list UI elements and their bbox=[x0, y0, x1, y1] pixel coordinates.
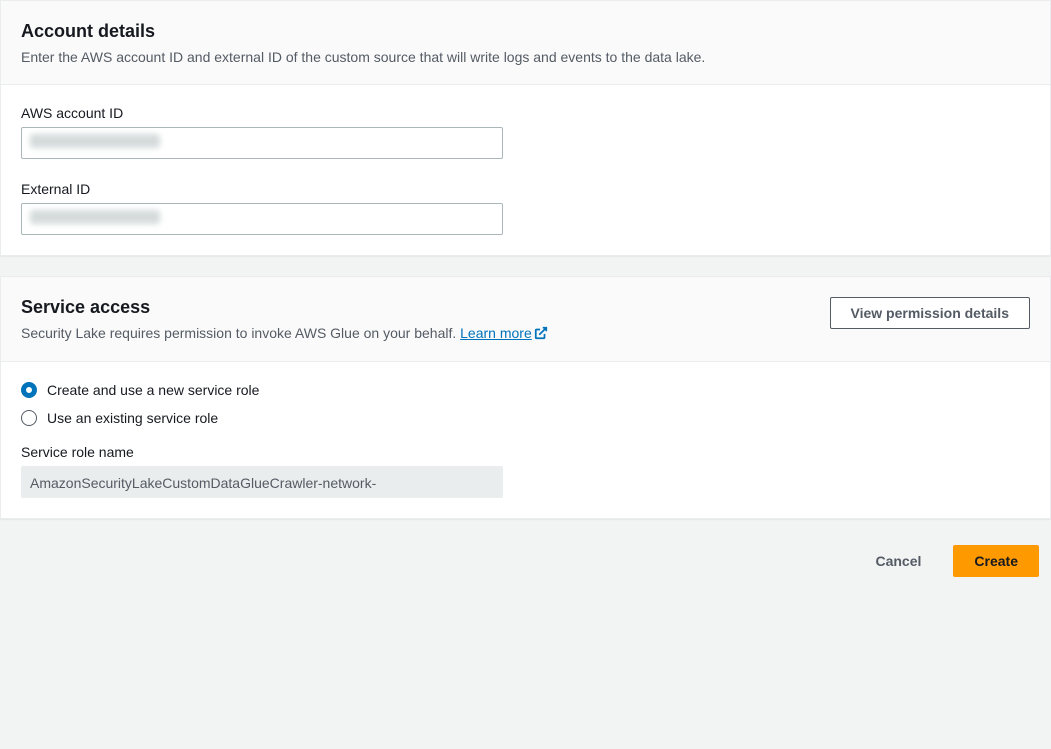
service-access-body: Create and use a new service role Use an… bbox=[1, 362, 1050, 518]
service-role-name-input: AmazonSecurityLakeCustomDataGlueCrawler-… bbox=[21, 466, 503, 498]
service-access-header: Service access Security Lake requires pe… bbox=[1, 277, 1050, 363]
redacted-value bbox=[30, 210, 160, 224]
account-details-panel: Account details Enter the AWS account ID… bbox=[0, 0, 1051, 256]
account-details-description: Enter the AWS account ID and external ID… bbox=[21, 48, 1030, 68]
aws-account-id-label: AWS account ID bbox=[21, 105, 1030, 121]
external-id-input[interactable] bbox=[21, 203, 503, 235]
radio-new-service-role[interactable]: Create and use a new service role bbox=[21, 382, 1030, 398]
radio-existing-input[interactable] bbox=[21, 410, 37, 426]
external-link-icon bbox=[534, 326, 548, 346]
account-details-body: AWS account ID External ID bbox=[1, 85, 1050, 255]
redacted-value bbox=[30, 134, 160, 148]
create-button[interactable]: Create bbox=[953, 545, 1039, 577]
service-role-radio-group: Create and use a new service role Use an… bbox=[21, 382, 1030, 426]
external-id-group: External ID bbox=[21, 181, 1030, 235]
account-details-title: Account details bbox=[21, 21, 1030, 42]
learn-more-link[interactable]: Learn more bbox=[460, 325, 548, 341]
service-access-description: Security Lake requires permission to inv… bbox=[21, 324, 830, 346]
cancel-button[interactable]: Cancel bbox=[855, 545, 941, 577]
radio-existing-service-role[interactable]: Use an existing service role bbox=[21, 410, 1030, 426]
external-id-label: External ID bbox=[21, 181, 1030, 197]
learn-more-label: Learn more bbox=[460, 325, 532, 341]
service-role-name-label: Service role name bbox=[21, 444, 1030, 460]
service-role-name-group: Service role name AmazonSecurityLakeCust… bbox=[21, 444, 1030, 498]
radio-existing-label: Use an existing service role bbox=[47, 410, 218, 426]
service-access-panel: Service access Security Lake requires pe… bbox=[0, 276, 1051, 520]
view-permission-details-button[interactable]: View permission details bbox=[830, 297, 1030, 329]
service-access-title: Service access bbox=[21, 297, 830, 318]
service-access-description-text: Security Lake requires permission to inv… bbox=[21, 325, 460, 341]
aws-account-id-input[interactable] bbox=[21, 127, 503, 159]
footer-actions: Cancel Create bbox=[0, 539, 1051, 587]
aws-account-id-group: AWS account ID bbox=[21, 105, 1030, 159]
radio-new-input[interactable] bbox=[21, 382, 37, 398]
account-details-header: Account details Enter the AWS account ID… bbox=[1, 1, 1050, 85]
radio-new-label: Create and use a new service role bbox=[47, 382, 259, 398]
